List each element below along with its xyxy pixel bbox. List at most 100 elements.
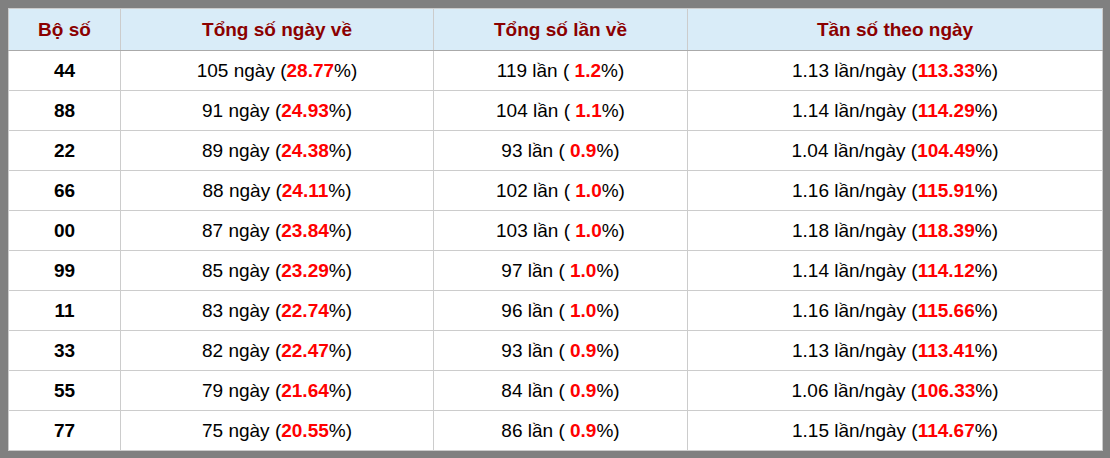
- header-row: Bộ số Tổng số ngày về Tổng số lần về Tần…: [9, 9, 1103, 51]
- times-percent-value: 1.0: [575, 220, 601, 241]
- days-percent-value: 28.77: [287, 60, 335, 81]
- table-row: 00 87 ngày (23.84%) 103 lần ( 1.0%) 1.18…: [9, 211, 1103, 251]
- frequency-text: 1.14 lần/ngày (: [792, 100, 918, 121]
- pair-cell: 22: [9, 131, 121, 171]
- pair-cell: 55: [9, 371, 121, 411]
- times-cell: 86 lần ( 0.9%): [434, 411, 688, 451]
- pair-cell: 88: [9, 91, 121, 131]
- table-body: 44 105 ngày (28.77%) 119 lần ( 1.2%) 1.1…: [9, 51, 1103, 451]
- frequency-text-suffix: %): [975, 380, 998, 401]
- frequency-cell: 1.13 lần/ngày (113.33%): [688, 51, 1103, 91]
- days-text-suffix: %): [329, 340, 352, 361]
- column-header-pair: Bộ số: [9, 9, 121, 51]
- table-row: 99 85 ngày (23.29%) 97 lần ( 1.0%) 1.14 …: [9, 251, 1103, 291]
- days-text-suffix: %): [329, 420, 352, 441]
- days-text: 79 ngày (: [202, 380, 281, 401]
- days-text: 91 ngày (: [202, 100, 281, 121]
- times-percent-value: 1.0: [570, 300, 596, 321]
- days-text: 87 ngày (: [202, 220, 281, 241]
- days-text-suffix: %): [329, 140, 352, 161]
- frequency-percent-value: 114.12: [918, 260, 975, 281]
- times-cell: 104 lần ( 1.1%): [434, 91, 688, 131]
- times-cell: 96 lần ( 1.0%): [434, 291, 688, 331]
- times-text: 84 lần (: [501, 380, 570, 401]
- times-text-suffix: %): [601, 60, 624, 81]
- column-header-total-times: Tổng số lần về: [434, 9, 688, 51]
- frequency-text-suffix: %): [975, 180, 998, 201]
- times-text: 96 lần (: [501, 300, 570, 321]
- frequency-cell: 1.14 lần/ngày (114.29%): [688, 91, 1103, 131]
- pair-cell: 33: [9, 331, 121, 371]
- times-text-suffix: %): [596, 420, 619, 441]
- times-text-suffix: %): [596, 260, 619, 281]
- frequency-text-suffix: %): [975, 260, 998, 281]
- frequency-text: 1.15 lần/ngày (: [792, 420, 918, 441]
- frequency-text-suffix: %): [975, 140, 998, 161]
- days-cell: 88 ngày (24.11%): [121, 171, 434, 211]
- days-text-suffix: %): [329, 380, 352, 401]
- times-cell: 103 lần ( 1.0%): [434, 211, 688, 251]
- times-cell: 93 lần ( 0.9%): [434, 131, 688, 171]
- table-row: 44 105 ngày (28.77%) 119 lần ( 1.2%) 1.1…: [9, 51, 1103, 91]
- frequency-text: 1.06 lần/ngày (: [791, 380, 917, 401]
- column-header-frequency: Tần số theo ngày: [688, 9, 1103, 51]
- times-percent-value: 1.1: [575, 100, 601, 121]
- frequency-text-suffix: %): [975, 220, 998, 241]
- times-percent-value: 1.0: [575, 180, 601, 201]
- frequency-cell: 1.14 lần/ngày (114.12%): [688, 251, 1103, 291]
- frequency-text: 1.04 lần/ngày (: [791, 140, 917, 161]
- frequency-cell: 1.16 lần/ngày (115.91%): [688, 171, 1103, 211]
- days-text: 82 ngày (: [202, 340, 281, 361]
- times-percent-value: 1.0: [570, 260, 596, 281]
- times-text-suffix: %): [596, 140, 619, 161]
- days-text-suffix: %): [328, 180, 351, 201]
- frequency-cell: 1.06 lần/ngày (106.33%): [688, 371, 1103, 411]
- frequency-percent-value: 114.67: [918, 420, 975, 441]
- times-cell: 119 lần ( 1.2%): [434, 51, 688, 91]
- table-frame: Bộ số Tổng số ngày về Tổng số lần về Tần…: [0, 0, 1110, 458]
- times-percent-value: 0.9: [570, 420, 596, 441]
- days-text: 89 ngày (: [202, 140, 281, 161]
- days-cell: 83 ngày (22.74%): [121, 291, 434, 331]
- times-text: 119 lần (: [497, 60, 575, 81]
- table-row: 55 79 ngày (21.64%) 84 lần ( 0.9%) 1.06 …: [9, 371, 1103, 411]
- pair-cell: 11: [9, 291, 121, 331]
- days-text: 83 ngày (: [202, 300, 281, 321]
- frequency-text: 1.13 lần/ngày (: [792, 60, 918, 81]
- days-cell: 105 ngày (28.77%): [121, 51, 434, 91]
- times-cell: 84 lần ( 0.9%): [434, 371, 688, 411]
- days-cell: 89 ngày (24.38%): [121, 131, 434, 171]
- frequency-text-suffix: %): [975, 340, 998, 361]
- times-percent-value: 0.9: [570, 380, 596, 401]
- days-text: 105 ngày (: [197, 60, 287, 81]
- days-cell: 79 ngày (21.64%): [121, 371, 434, 411]
- days-text-suffix: %): [329, 100, 352, 121]
- frequency-cell: 1.13 lần/ngày (113.41%): [688, 331, 1103, 371]
- times-text-suffix: %): [602, 100, 625, 121]
- days-text-suffix: %): [329, 220, 352, 241]
- table-row: 33 82 ngày (22.47%) 93 lần ( 0.9%) 1.13 …: [9, 331, 1103, 371]
- table-row: 22 89 ngày (24.38%) 93 lần ( 0.9%) 1.04 …: [9, 131, 1103, 171]
- frequency-percent-value: 113.33: [918, 60, 975, 81]
- days-text: 75 ngày (: [202, 420, 281, 441]
- frequency-percent-value: 114.29: [918, 100, 975, 121]
- frequency-text: 1.16 lần/ngày (: [792, 300, 918, 321]
- days-percent-value: 23.29: [281, 260, 329, 281]
- days-percent-value: 22.47: [281, 340, 329, 361]
- frequency-percent-value: 115.91: [918, 180, 975, 201]
- column-header-total-days: Tổng số ngày về: [121, 9, 434, 51]
- frequency-cell: 1.15 lần/ngày (114.67%): [688, 411, 1103, 451]
- table-row: 77 75 ngày (20.55%) 86 lần ( 0.9%) 1.15 …: [9, 411, 1103, 451]
- times-cell: 102 lần ( 1.0%): [434, 171, 688, 211]
- days-text: 88 ngày (: [203, 180, 282, 201]
- days-cell: 91 ngày (24.93%): [121, 91, 434, 131]
- days-cell: 75 ngày (20.55%): [121, 411, 434, 451]
- times-text: 103 lần (: [496, 220, 575, 241]
- days-cell: 85 ngày (23.29%): [121, 251, 434, 291]
- frequency-text: 1.16 lần/ngày (: [792, 180, 918, 201]
- frequency-text-suffix: %): [975, 300, 998, 321]
- times-percent-value: 1.2: [575, 60, 601, 81]
- table-row: 11 83 ngày (22.74%) 96 lần ( 1.0%) 1.16 …: [9, 291, 1103, 331]
- frequency-cell: 1.18 lần/ngày (118.39%): [688, 211, 1103, 251]
- days-percent-value: 23.84: [281, 220, 329, 241]
